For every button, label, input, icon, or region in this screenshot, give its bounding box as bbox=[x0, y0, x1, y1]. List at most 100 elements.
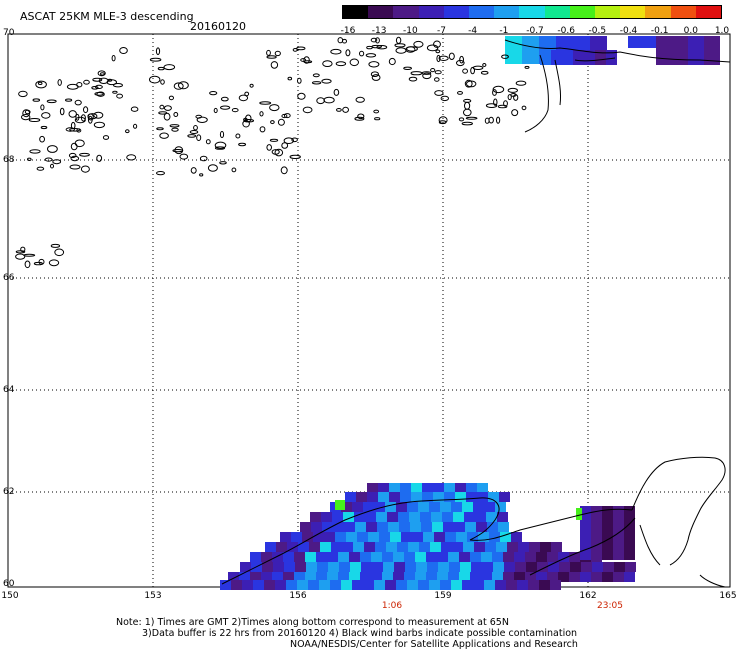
swath-pixel bbox=[463, 542, 474, 552]
lake bbox=[395, 36, 402, 45]
lake bbox=[482, 63, 487, 67]
swath-pixel bbox=[456, 532, 467, 542]
time-label-first: 1:06 bbox=[381, 601, 403, 611]
swath-pixel bbox=[386, 542, 397, 552]
swath-pixel bbox=[505, 50, 522, 64]
swath-pixel bbox=[464, 512, 475, 522]
swath-pixel bbox=[250, 552, 261, 562]
swath-pixel bbox=[625, 562, 636, 572]
swath-pixel bbox=[573, 36, 590, 50]
lake bbox=[422, 72, 432, 80]
lake bbox=[359, 50, 365, 57]
lake bbox=[155, 47, 161, 56]
lake bbox=[69, 128, 81, 132]
swath-pixel bbox=[488, 492, 499, 502]
swath-pixel bbox=[462, 502, 473, 512]
swath-pixel bbox=[449, 562, 460, 572]
lake bbox=[190, 167, 197, 174]
lake bbox=[408, 76, 418, 82]
swath-pixel bbox=[466, 492, 477, 502]
swath-pixel bbox=[300, 522, 311, 532]
lake bbox=[93, 121, 106, 129]
lake bbox=[303, 56, 310, 64]
swath-pixel bbox=[484, 580, 495, 590]
lake bbox=[156, 127, 164, 131]
lake bbox=[374, 117, 381, 121]
swath-pixel bbox=[335, 532, 346, 542]
lake bbox=[231, 167, 237, 173]
swath-pixel bbox=[294, 552, 305, 562]
swath-pixel bbox=[570, 562, 581, 572]
lake bbox=[130, 106, 139, 112]
swath-pixel bbox=[363, 502, 374, 512]
lake bbox=[39, 135, 45, 143]
lake bbox=[199, 155, 208, 162]
lake bbox=[426, 44, 439, 52]
swath-pixel bbox=[474, 542, 485, 552]
lake bbox=[406, 46, 418, 52]
note-line-2: 3)Data buffer is 22 hrs from 20160120 4)… bbox=[142, 628, 578, 639]
swath-pixel bbox=[261, 552, 272, 562]
swath-pixel bbox=[418, 502, 429, 512]
colorbar-segment bbox=[670, 6, 696, 18]
swath-pixel bbox=[539, 36, 556, 50]
swath-pixel bbox=[286, 580, 297, 590]
lake bbox=[125, 129, 130, 134]
swath-pixel bbox=[517, 580, 528, 590]
lake bbox=[321, 78, 332, 84]
lake bbox=[213, 107, 218, 114]
swath-pixel bbox=[297, 580, 308, 590]
swath-pixel bbox=[591, 515, 602, 524]
lake bbox=[365, 53, 377, 58]
swath-pixel bbox=[419, 542, 430, 552]
swath-pixel bbox=[522, 50, 539, 64]
swath-pixel bbox=[466, 483, 477, 493]
swath-pixel bbox=[264, 580, 275, 590]
swath-pixel bbox=[525, 552, 536, 562]
lake bbox=[438, 55, 449, 61]
lake bbox=[493, 98, 498, 106]
swath-pixel bbox=[459, 552, 470, 562]
lake bbox=[266, 49, 271, 56]
swath-pixel bbox=[477, 483, 488, 493]
swath-pixel bbox=[390, 532, 401, 542]
lake bbox=[158, 111, 168, 115]
swath-pixel bbox=[606, 50, 617, 65]
swath-pixel bbox=[400, 483, 411, 493]
swath-pixel bbox=[473, 502, 484, 512]
swath-pixel bbox=[448, 552, 459, 562]
swath-pixel bbox=[332, 512, 343, 522]
lake bbox=[15, 250, 26, 254]
colorbar-segment bbox=[595, 6, 621, 18]
swath-pixel bbox=[503, 572, 514, 582]
swath-pixel bbox=[495, 502, 506, 512]
swath-pixel bbox=[389, 492, 400, 502]
swath-south bbox=[220, 483, 636, 590]
lake bbox=[436, 54, 441, 63]
swath-pixel bbox=[476, 522, 487, 532]
lake bbox=[507, 94, 512, 101]
swath-pixel bbox=[405, 562, 416, 572]
lake bbox=[297, 77, 302, 84]
swath-pixel bbox=[310, 512, 321, 522]
lake bbox=[74, 99, 82, 106]
lake bbox=[434, 90, 444, 96]
swath-pixel bbox=[341, 502, 352, 512]
swath-pixel bbox=[415, 572, 426, 582]
lake bbox=[171, 127, 179, 132]
lake bbox=[354, 116, 365, 121]
colorbar-segment bbox=[494, 6, 520, 18]
lake bbox=[54, 248, 65, 257]
lake bbox=[15, 253, 26, 260]
lake bbox=[497, 104, 508, 109]
swath-pixel bbox=[400, 492, 411, 502]
swath-pixel bbox=[389, 483, 400, 493]
swath-pixel bbox=[363, 580, 374, 590]
swath-pixel bbox=[580, 572, 591, 582]
swath-pixel bbox=[338, 552, 349, 562]
swath-pixel bbox=[367, 492, 378, 502]
swath-pixel bbox=[398, 512, 409, 522]
lake bbox=[160, 79, 165, 85]
swath-pixel bbox=[551, 542, 562, 552]
swath-pixel bbox=[602, 542, 613, 551]
